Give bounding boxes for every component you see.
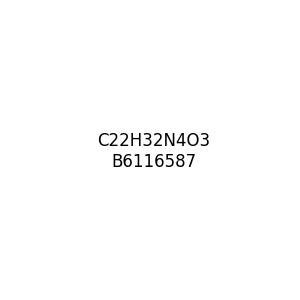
Text: C22H32N4O3
B6116587: C22H32N4O3 B6116587 [97, 132, 210, 171]
